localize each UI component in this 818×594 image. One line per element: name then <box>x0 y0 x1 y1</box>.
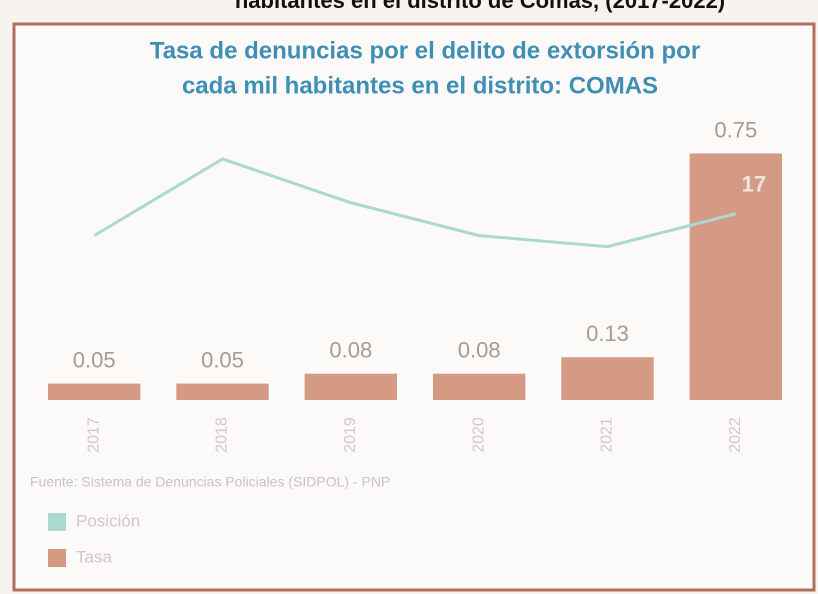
source-note: Fuente: Sistema de Denuncias Policiales … <box>30 474 390 490</box>
legend-label: Posición <box>76 511 140 530</box>
x-tick-label: 2021 <box>599 417 616 453</box>
bar <box>561 357 654 400</box>
x-tick-label: 2018 <box>214 417 231 453</box>
bar <box>689 153 783 400</box>
bar <box>47 383 141 400</box>
legend-swatch <box>48 549 66 567</box>
bar-value-label: 0.05 <box>201 347 244 372</box>
bar <box>176 383 269 400</box>
chart-frame <box>12 22 816 592</box>
bar <box>304 373 398 400</box>
bar-value-label: 0.08 <box>458 338 501 363</box>
line-series <box>93 157 737 249</box>
page-heading: habitantes en el distrito de Comas, (201… <box>235 0 725 13</box>
chart-title: Tasa de denuncias por el delito de extor… <box>150 37 700 64</box>
chart-title: cada mil habitantes en el distrito: COMA… <box>182 72 658 99</box>
x-tick-label: 2019 <box>342 417 359 453</box>
legend-swatch <box>48 513 66 531</box>
bar-value-label: 0.75 <box>714 117 757 142</box>
line-value-label: 17 <box>742 172 766 197</box>
bar-value-label: 0.05 <box>73 347 116 372</box>
x-tick-label: 2020 <box>470 417 487 453</box>
bar-value-label: 0.08 <box>329 338 372 363</box>
legend-label: Tasa <box>76 547 112 566</box>
bar-value-label: 0.13 <box>586 321 629 346</box>
x-tick-label: 2022 <box>727 417 744 453</box>
bar <box>432 373 526 400</box>
x-tick-label: 2017 <box>85 417 102 453</box>
